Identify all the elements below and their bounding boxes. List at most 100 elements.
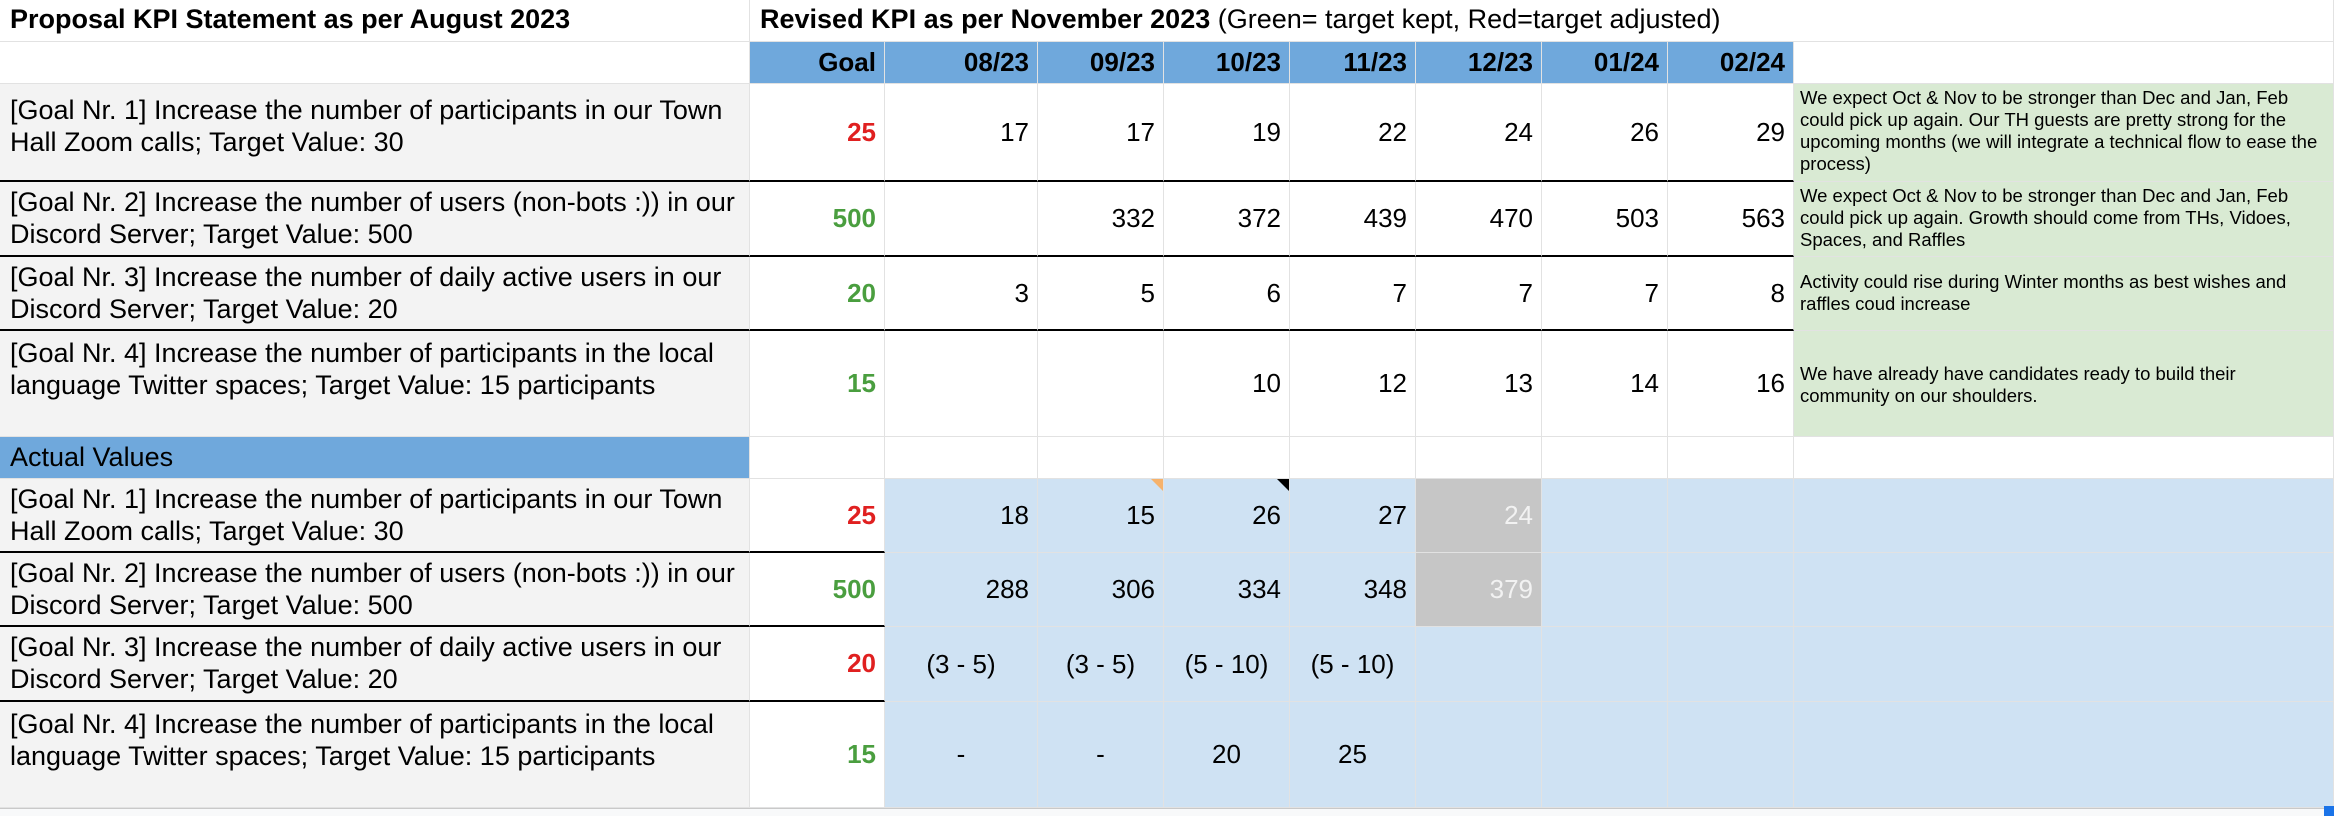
kpi-cell[interactable]: 563 <box>1668 182 1794 257</box>
kpi-cell[interactable]: 13 <box>1416 331 1542 437</box>
note-indicator-icon[interactable] <box>1277 479 1289 491</box>
goal-value-cell[interactable]: 20 <box>750 257 885 331</box>
revised-title-cell[interactable]: Revised KPI as per November 2023 (Green=… <box>750 0 1794 42</box>
actual-cell[interactable]: (5 - 10) <box>1290 627 1416 702</box>
kpi-cell[interactable]: 372 <box>1164 182 1290 257</box>
actual-cell[interactable]: 306 <box>1038 553 1164 627</box>
goal-value-cell[interactable]: 20 <box>750 627 885 702</box>
kpi-cell[interactable]: 16 <box>1668 331 1794 437</box>
goal-label-cell[interactable]: [Goal Nr. 4] Increase the number of part… <box>0 331 750 437</box>
empty-cell[interactable] <box>1794 42 2334 84</box>
actual-cell[interactable]: 27 <box>1290 479 1416 553</box>
column-header-month[interactable]: 12/23 <box>1416 42 1542 84</box>
kpi-cell[interactable]: 470 <box>1416 182 1542 257</box>
empty-cell[interactable] <box>1794 627 2334 702</box>
actual-cell[interactable] <box>1416 702 1542 808</box>
kpi-cell[interactable]: 12 <box>1290 331 1416 437</box>
goal-label-cell[interactable]: [Goal Nr. 1] Increase the number of part… <box>0 479 750 553</box>
actual-cell[interactable] <box>1668 479 1794 553</box>
kpi-cell[interactable]: 6 <box>1164 257 1290 331</box>
kpi-cell[interactable]: 7 <box>1542 257 1668 331</box>
goal-value-cell[interactable]: 25 <box>750 479 885 553</box>
note-cell[interactable]: We expect Oct & Nov to be stronger than … <box>1794 84 2334 182</box>
goal-value-cell[interactable]: 500 <box>750 553 885 627</box>
actual-cell[interactable]: 348 <box>1290 553 1416 627</box>
actual-cell[interactable]: - <box>885 702 1038 808</box>
actual-cell[interactable]: 288 <box>885 553 1038 627</box>
goal-label-cell[interactable]: [Goal Nr. 2] Increase the number of user… <box>0 553 750 627</box>
actual-cell[interactable]: 15 <box>1038 479 1164 553</box>
column-header-month[interactable]: 01/24 <box>1542 42 1668 84</box>
kpi-cell[interactable]: 17 <box>1038 84 1164 182</box>
actual-cell-estimate[interactable]: 24 <box>1416 479 1542 553</box>
kpi-cell[interactable] <box>885 331 1038 437</box>
goal-value-cell[interactable]: 15 <box>750 331 885 437</box>
column-header-month[interactable]: 10/23 <box>1164 42 1290 84</box>
kpi-cell[interactable] <box>885 182 1038 257</box>
note-cell[interactable]: Activity could rise during Winter months… <box>1794 257 2334 331</box>
actual-cell[interactable]: 18 <box>885 479 1038 553</box>
actual-cell[interactable]: (3 - 5) <box>885 627 1038 702</box>
actual-cell[interactable]: 334 <box>1164 553 1290 627</box>
empty-cell[interactable] <box>0 42 750 84</box>
goal-value-cell[interactable]: 25 <box>750 84 885 182</box>
kpi-cell[interactable]: 7 <box>1416 257 1542 331</box>
actual-cell[interactable] <box>1542 553 1668 627</box>
empty-cell[interactable] <box>885 437 1038 479</box>
kpi-cell[interactable]: 332 <box>1038 182 1164 257</box>
proposal-title-cell[interactable]: Proposal KPI Statement as per August 202… <box>0 0 750 42</box>
kpi-cell[interactable]: 439 <box>1290 182 1416 257</box>
selection-handle[interactable] <box>2324 806 2334 816</box>
empty-cell[interactable] <box>1038 437 1164 479</box>
empty-cell[interactable] <box>1542 437 1668 479</box>
actual-cell[interactable] <box>1542 702 1668 808</box>
goal-value-cell[interactable]: 500 <box>750 182 885 257</box>
actual-cell[interactable] <box>1668 553 1794 627</box>
goal-label-cell[interactable]: [Goal Nr. 3] Increase the number of dail… <box>0 627 750 702</box>
kpi-cell[interactable]: 8 <box>1668 257 1794 331</box>
kpi-cell[interactable]: 7 <box>1290 257 1416 331</box>
kpi-cell[interactable]: 17 <box>885 84 1038 182</box>
kpi-cell[interactable]: 3 <box>885 257 1038 331</box>
column-header-month[interactable]: 02/24 <box>1668 42 1794 84</box>
actual-cell[interactable] <box>1542 627 1668 702</box>
column-header-month[interactable]: 08/23 <box>885 42 1038 84</box>
actual-values-header[interactable]: Actual Values <box>0 437 750 479</box>
note-cell[interactable]: We have already have candidates ready to… <box>1794 331 2334 437</box>
empty-cell[interactable] <box>1794 553 2334 627</box>
column-header-month[interactable]: 11/23 <box>1290 42 1416 84</box>
kpi-cell[interactable]: 26 <box>1542 84 1668 182</box>
goal-label-cell[interactable]: [Goal Nr. 2] Increase the number of user… <box>0 182 750 257</box>
empty-cell[interactable] <box>1164 437 1290 479</box>
empty-cell[interactable] <box>1416 437 1542 479</box>
actual-cell[interactable]: - <box>1038 702 1164 808</box>
actual-cell[interactable] <box>1416 627 1542 702</box>
actual-cell[interactable]: (3 - 5) <box>1038 627 1164 702</box>
empty-cell[interactable] <box>750 437 885 479</box>
actual-cell[interactable] <box>1668 702 1794 808</box>
goal-label-cell[interactable]: [Goal Nr. 1] Increase the number of part… <box>0 84 750 182</box>
kpi-cell[interactable] <box>1038 331 1164 437</box>
empty-cell[interactable] <box>1668 437 1794 479</box>
empty-cell[interactable] <box>1794 0 2334 42</box>
kpi-cell[interactable]: 5 <box>1038 257 1164 331</box>
actual-cell[interactable] <box>1668 627 1794 702</box>
empty-cell[interactable] <box>1290 437 1416 479</box>
goal-label-cell[interactable]: [Goal Nr. 3] Increase the number of dail… <box>0 257 750 331</box>
goal-label-cell[interactable]: [Goal Nr. 4] Increase the number of part… <box>0 702 750 808</box>
kpi-cell[interactable]: 29 <box>1668 84 1794 182</box>
actual-cell-estimate[interactable]: 379 <box>1416 553 1542 627</box>
kpi-cell[interactable]: 24 <box>1416 84 1542 182</box>
column-header-goal[interactable]: Goal <box>750 42 885 84</box>
kpi-cell[interactable]: 14 <box>1542 331 1668 437</box>
empty-cell[interactable] <box>1794 479 2334 553</box>
actual-cell[interactable]: 26 <box>1164 479 1290 553</box>
actual-cell[interactable]: (5 - 10) <box>1164 627 1290 702</box>
actual-cell[interactable] <box>1542 479 1668 553</box>
column-header-month[interactable]: 09/23 <box>1038 42 1164 84</box>
kpi-cell[interactable]: 19 <box>1164 84 1290 182</box>
empty-cell[interactable] <box>1794 702 2334 808</box>
kpi-cell[interactable]: 22 <box>1290 84 1416 182</box>
goal-value-cell[interactable]: 15 <box>750 702 885 808</box>
kpi-cell[interactable]: 503 <box>1542 182 1668 257</box>
